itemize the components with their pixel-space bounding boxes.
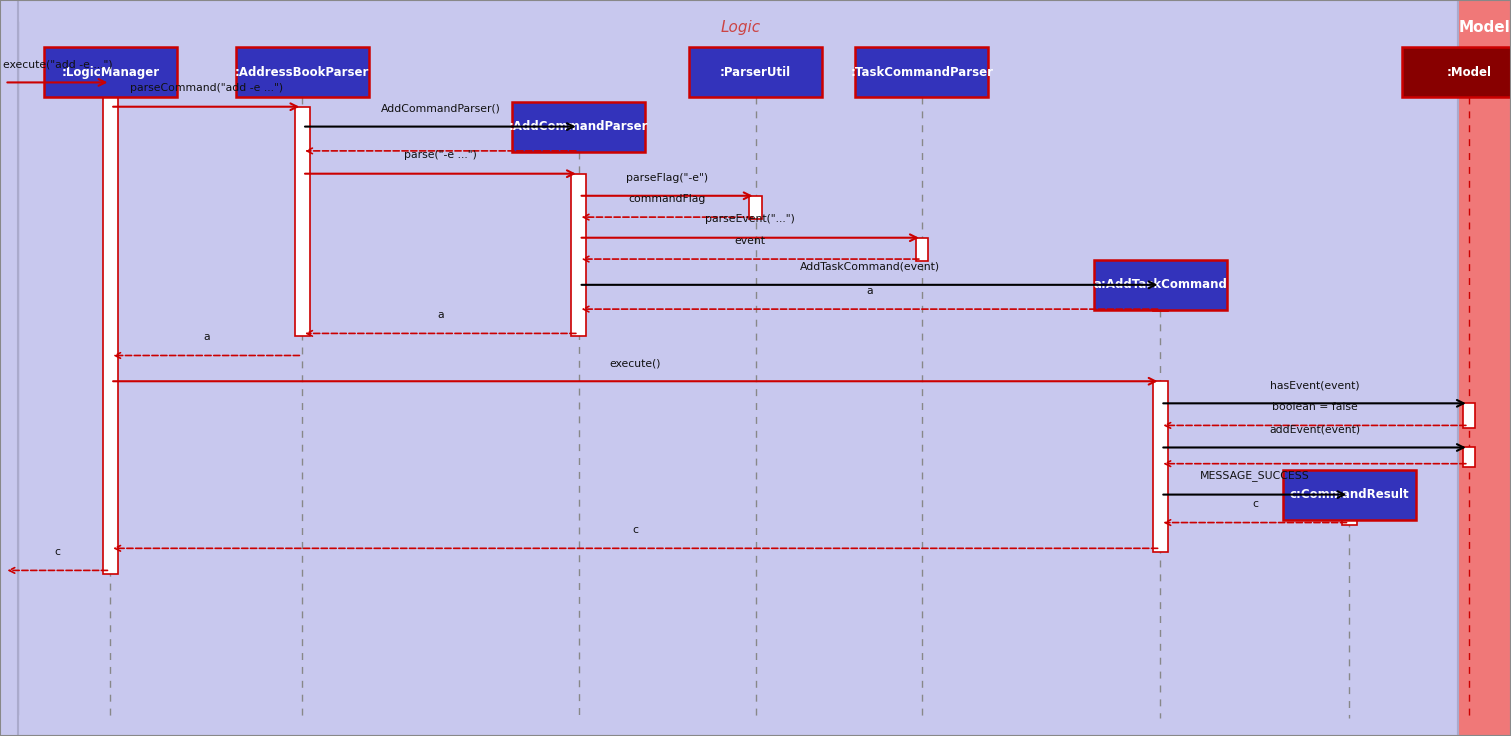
Bar — [1463, 403, 1475, 428]
Bar — [1402, 47, 1511, 97]
Text: hasEvent(event): hasEvent(event) — [1269, 380, 1360, 390]
Text: :AddressBookParser: :AddressBookParser — [236, 66, 369, 79]
Text: parse("-e ..."): parse("-e ...") — [403, 150, 477, 160]
Bar — [1283, 470, 1416, 520]
Bar — [236, 47, 369, 97]
Text: :AddCommandParser: :AddCommandParser — [509, 120, 648, 133]
Text: c:CommandResult: c:CommandResult — [1289, 488, 1410, 501]
Text: :Model: :Model — [1446, 66, 1491, 79]
Text: parseCommand("add -e ..."): parseCommand("add -e ...") — [130, 83, 283, 93]
Bar — [689, 47, 822, 97]
Bar — [1463, 447, 1475, 467]
Text: c: c — [1253, 499, 1257, 509]
Text: boolean = false: boolean = false — [1272, 402, 1357, 412]
Text: AddTaskCommand(event): AddTaskCommand(event) — [799, 261, 940, 272]
Bar — [1153, 381, 1168, 552]
Text: addEvent(event): addEvent(event) — [1269, 424, 1360, 434]
Text: :ParserUtil: :ParserUtil — [719, 66, 792, 79]
Text: a: a — [866, 286, 873, 296]
Bar — [295, 107, 310, 336]
Text: c: c — [633, 525, 638, 535]
Bar — [1342, 495, 1357, 525]
Bar — [749, 196, 762, 219]
Text: :LogicManager: :LogicManager — [62, 66, 159, 79]
Text: c: c — [54, 547, 60, 557]
Text: parseFlag("-e"): parseFlag("-e") — [626, 172, 709, 183]
Bar — [571, 174, 586, 336]
Text: a: a — [202, 332, 210, 342]
Bar — [916, 238, 928, 261]
Text: parseEvent("..."): parseEvent("...") — [706, 214, 795, 224]
Text: Logic: Logic — [721, 20, 760, 35]
Bar — [44, 47, 177, 97]
Bar — [1458, 0, 1511, 736]
Bar — [512, 102, 645, 152]
Text: a:AddTaskCommand: a:AddTaskCommand — [1094, 278, 1227, 291]
Text: commandFlag: commandFlag — [629, 194, 706, 204]
Text: MESSAGE_SUCCESS: MESSAGE_SUCCESS — [1200, 470, 1310, 481]
Text: execute(): execute() — [609, 358, 662, 368]
Bar — [855, 47, 988, 97]
Bar — [103, 82, 118, 574]
Text: event: event — [734, 236, 766, 246]
Bar — [1094, 260, 1227, 310]
Bar — [1153, 285, 1168, 311]
Text: AddCommandParser(): AddCommandParser() — [381, 103, 500, 113]
Text: :TaskCommandParser: :TaskCommandParser — [851, 66, 993, 79]
Text: execute("add -e ..."): execute("add -e ...") — [3, 59, 112, 69]
Text: Model: Model — [1458, 20, 1511, 35]
Text: a: a — [437, 310, 444, 320]
